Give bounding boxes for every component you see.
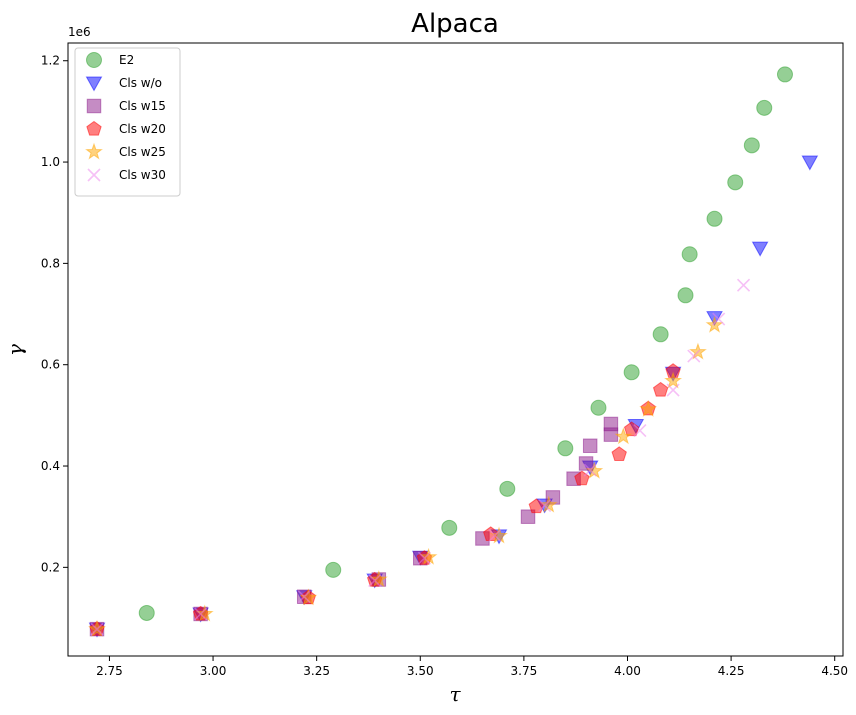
data-point [590,399,607,416]
data-point [801,155,819,171]
data-point [325,561,342,578]
data-point [652,326,669,343]
data-point [652,381,669,397]
x-tick-label: 3.25 [303,664,330,678]
legend-label: Cls w/o [119,76,162,90]
data-point [736,278,751,292]
legend-label: E2 [119,53,134,67]
data-point [582,438,598,454]
data-point [751,241,769,257]
data-point [712,312,726,326]
data-point [368,573,382,588]
legend-marker [87,168,101,182]
data-point [578,456,594,471]
x-tick-label: 3.75 [511,664,538,678]
data-point [369,570,388,588]
y-tick-label: 0.8 [41,256,60,270]
legend-marker [86,52,102,68]
data-point [664,371,683,389]
y-tick-label: 0.6 [41,358,60,372]
data-point [557,440,574,457]
y-tick-label: 0.4 [41,459,60,473]
y-axis-label: γ [3,344,27,356]
x-tick-label: 4.00 [614,664,641,678]
data-point [441,519,458,536]
data-point [90,622,104,636]
data-point [639,399,658,417]
legend-marker [85,76,103,92]
data-point [194,607,208,621]
series-5 [90,278,751,636]
series-1 [88,155,819,638]
series-4 [88,315,724,637]
series-0 [138,66,793,621]
data-point [706,210,723,227]
x-tick-label: 4.50 [821,664,848,678]
x-tick-label: 2.75 [96,664,123,678]
data-point [520,509,536,524]
legend-label: Cls w15 [119,99,166,113]
data-point [756,99,773,116]
x-tick-label: 3.50 [407,664,434,678]
legend-label: Cls w25 [119,145,166,159]
data-point [611,446,627,461]
x-axis: 2.75 3.00 3.25 3.50 3.75 4.00 4.25 4.50 [96,656,848,678]
data-point [539,495,558,513]
plot-frame [67,42,844,657]
data-point [633,423,647,438]
data-point [705,315,724,333]
data-point [603,416,619,432]
data-point [499,480,516,497]
legend: E2 Cls w/o Cls w15 Cls w20 Cls w25 Cls w30 [74,47,181,197]
y-tick-label: 0.2 [41,560,60,574]
y-tick-label: 1.2 [41,54,60,68]
x-tick-label: 4.25 [718,664,745,678]
data-point [583,463,597,477]
chart-title: Alpaca [411,9,499,39]
data-point [488,528,502,542]
data-point [138,604,155,621]
legend-marker [85,142,103,160]
legend-label: Cls w30 [119,168,166,182]
data-point [297,590,311,604]
x-axis-label: τ [449,682,461,706]
data-point [614,427,633,445]
series-2 [89,416,619,637]
y-axis: 0.2 0.4 0.6 0.8 1.0 1.2 [41,54,68,574]
data-point [419,547,438,565]
data-point [623,364,640,381]
data-point [538,498,552,513]
y-tick-label: 1.0 [41,155,60,169]
legend-marker [86,120,102,136]
data-point [743,137,760,154]
data-point [727,174,744,191]
data-point [666,383,680,397]
legend-marker [86,98,102,114]
y-offset-label: 1e6 [68,25,91,39]
data-point [417,551,431,565]
data-point [687,349,701,363]
legend-label: Cls w20 [119,122,166,136]
data-points [88,66,819,638]
data-point [677,287,694,304]
data-point [776,66,793,83]
x-tick-label: 3.00 [200,664,227,678]
data-point [681,246,698,263]
legend-box [74,47,181,197]
